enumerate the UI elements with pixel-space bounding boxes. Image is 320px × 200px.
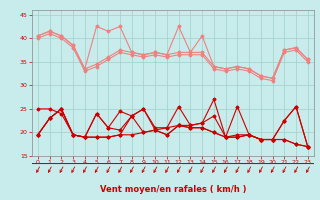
- Text: Vent moyen/en rafales ( km/h ): Vent moyen/en rafales ( km/h ): [100, 184, 246, 194]
